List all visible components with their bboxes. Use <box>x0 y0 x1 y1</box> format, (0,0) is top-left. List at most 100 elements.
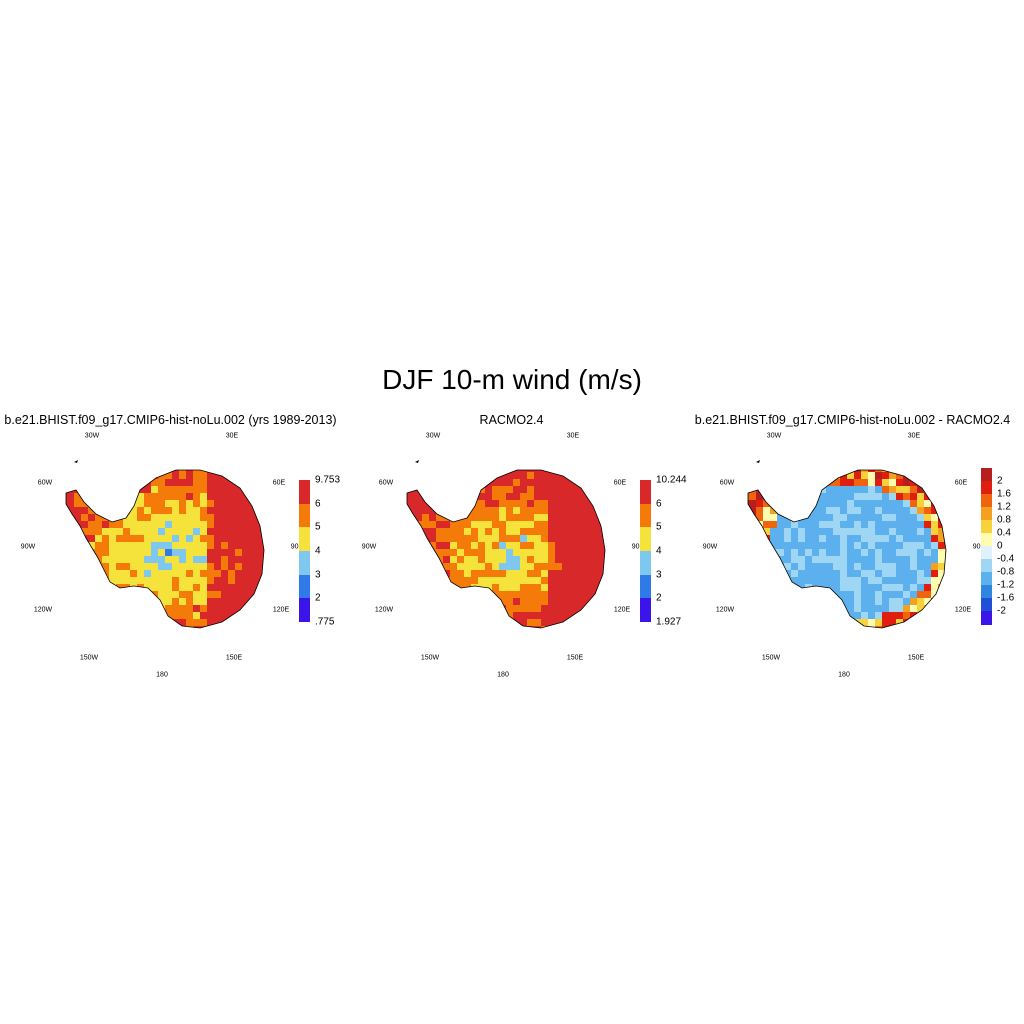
grid-cell <box>492 500 500 508</box>
grid-cell <box>88 619 96 627</box>
grid-cell <box>513 486 521 494</box>
grid-cell <box>172 633 180 641</box>
grid-cell <box>214 507 222 515</box>
grid-cell <box>924 577 932 585</box>
grid-cell <box>74 479 82 487</box>
grid-cell <box>464 486 472 494</box>
grid-cell <box>408 584 416 592</box>
grid-cell <box>840 563 848 571</box>
grid-cell <box>144 577 152 585</box>
grid-cell <box>520 577 528 585</box>
grid-cell <box>408 493 416 501</box>
grid-cell <box>541 521 549 529</box>
grid-cell <box>889 549 897 557</box>
colorbar-box <box>981 494 992 508</box>
grid-cell <box>748 493 750 501</box>
grid-cell <box>109 472 117 480</box>
grid-cell <box>471 626 479 628</box>
grid-cell <box>748 612 750 620</box>
grid-cell <box>513 493 521 501</box>
grid-cell <box>130 633 138 641</box>
grid-cell <box>513 528 521 536</box>
grid-cell <box>583 521 591 529</box>
grid-cell <box>847 479 855 487</box>
grid-cell <box>256 535 264 543</box>
longitude-label: 120E <box>613 606 631 614</box>
grid-cell <box>917 500 925 508</box>
grid-cell <box>165 598 173 606</box>
grid-cell <box>186 605 194 613</box>
grid-cell <box>847 556 855 564</box>
grid-cell <box>67 500 75 508</box>
grid-cell <box>151 556 159 564</box>
grid-cell <box>235 563 243 571</box>
grid-cell <box>749 479 757 487</box>
grid-cell <box>604 493 605 501</box>
grid-cell <box>770 472 778 480</box>
grid-cell <box>945 507 946 515</box>
grid-cell <box>819 535 827 543</box>
grid-cell <box>130 577 138 585</box>
grid-cell <box>214 472 222 480</box>
grid-cell <box>513 472 521 480</box>
grid-cell <box>408 619 416 627</box>
grid-cell <box>228 514 236 522</box>
grid-cell <box>833 472 841 480</box>
grid-cell <box>116 605 124 613</box>
grid-cell <box>464 535 472 543</box>
grid-cell <box>770 605 778 613</box>
grid-cell <box>235 535 243 543</box>
grid-cell <box>868 633 876 641</box>
grid-cell <box>158 470 166 473</box>
grid-cell <box>590 591 598 599</box>
grid-cell <box>938 619 946 627</box>
grid-cell <box>457 633 465 641</box>
grid-cell <box>742 633 750 641</box>
grid-cell <box>748 542 750 550</box>
grid-cell <box>784 479 792 487</box>
grid-cell <box>415 633 423 641</box>
grid-cell <box>457 591 465 599</box>
grid-cell <box>407 472 409 480</box>
grid-cell <box>555 598 563 606</box>
grid-cell <box>263 598 264 606</box>
colorbar-label: -1.6 <box>997 592 1015 604</box>
longitude-label: 150W <box>761 654 781 662</box>
grid-cell <box>791 626 799 628</box>
grid-cell <box>256 570 264 578</box>
grid-cell <box>214 570 222 578</box>
grid-cell <box>478 626 486 628</box>
grid-cell <box>548 591 556 599</box>
grid-cell <box>527 472 535 480</box>
grid-cell <box>67 633 75 641</box>
grid-cell <box>938 605 946 613</box>
grid-cell <box>242 598 250 606</box>
grid-cell <box>590 507 598 515</box>
grid-cell <box>207 577 215 585</box>
grid-cell <box>207 563 215 571</box>
grid-cell <box>88 605 96 613</box>
grid-cell <box>819 500 827 508</box>
grid-cell <box>193 584 201 592</box>
grid-cell <box>604 535 605 543</box>
grid-cell <box>882 584 890 592</box>
grid-cell <box>130 549 138 557</box>
grid-cell <box>541 528 549 536</box>
grid-cell <box>910 584 918 592</box>
grid-cell <box>66 542 68 550</box>
grid-cell <box>868 598 876 606</box>
grid-cell <box>422 470 430 473</box>
grid-cell <box>429 612 437 620</box>
grid-cell <box>749 619 757 627</box>
grid-cell <box>443 626 451 628</box>
grid-cell <box>924 535 932 543</box>
grid-cell <box>812 626 820 628</box>
grid-cell <box>151 577 159 585</box>
grid-cell <box>109 619 117 627</box>
grid-cell <box>763 633 771 641</box>
grid-cell <box>576 514 584 522</box>
grid-cell <box>576 470 584 473</box>
grid-cell <box>798 570 806 578</box>
grid-cell <box>527 598 535 606</box>
grid-cell <box>179 528 187 536</box>
